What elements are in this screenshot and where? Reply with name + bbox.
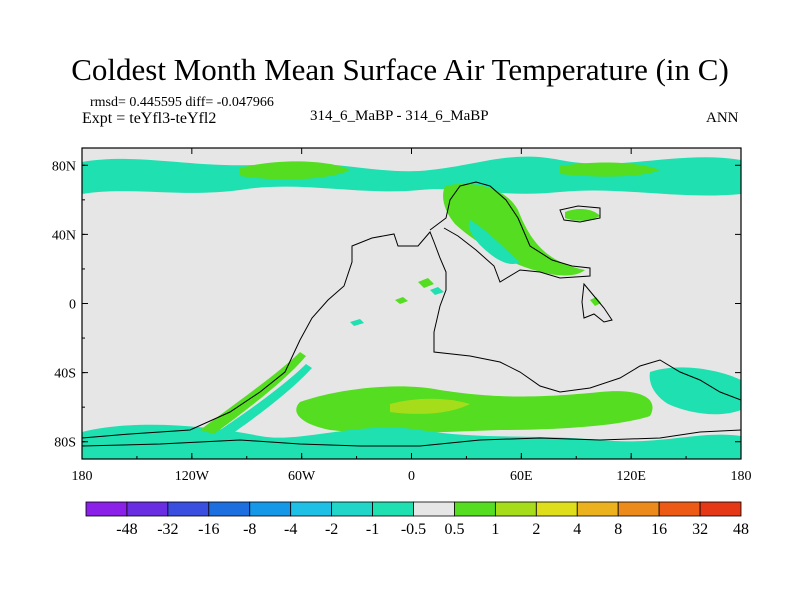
contour-fill-south-west bbox=[649, 367, 741, 415]
contour-fill-asia-cyan bbox=[468, 220, 520, 265]
contour-fill-asia bbox=[443, 183, 585, 276]
colorbar-label: 48 bbox=[733, 521, 749, 538]
x-tick-label: 180 bbox=[72, 469, 93, 484]
expt-label: Expt = teYfl3-teYfl2 bbox=[82, 110, 217, 127]
contour-fill-north-green-2 bbox=[560, 162, 660, 177]
contour-fill-patch bbox=[418, 278, 434, 288]
contour-fill-patch bbox=[430, 287, 444, 295]
colorbar-swatch bbox=[126, 501, 169, 517]
colorbar-label: -2 bbox=[325, 521, 338, 538]
right-subtitle: ANN bbox=[706, 110, 739, 126]
outline-eurasia bbox=[429, 181, 591, 283]
colorbar-swatch bbox=[658, 501, 701, 517]
colorbar-label: 16 bbox=[651, 521, 667, 538]
contour-fill-south-band bbox=[82, 424, 741, 459]
x-tick-label: 120W bbox=[175, 469, 210, 484]
colorbar-label: 8 bbox=[614, 521, 622, 538]
colorbar-label: 32 bbox=[692, 521, 708, 538]
x-tick-label: 0 bbox=[408, 469, 415, 484]
colorbar-label: -16 bbox=[198, 521, 219, 538]
outline-peninsula bbox=[581, 282, 613, 323]
x-tick-label: 180 bbox=[731, 469, 752, 484]
contour-fill-patch bbox=[590, 297, 601, 306]
colorbar-swatch bbox=[617, 501, 660, 517]
contour-fill-south-green bbox=[296, 386, 653, 434]
outline-asia-east bbox=[559, 205, 601, 223]
colorbar: -48 -32 -16 -8 -4 -2 -1 -0.5 0.5 1 2 4 8 16 32 48 bbox=[85, 501, 749, 538]
x-tick-label: 60W bbox=[288, 469, 316, 484]
colorbar-swatch bbox=[290, 501, 333, 517]
x-tick-label: 60E bbox=[510, 469, 533, 484]
colorbar-swatch bbox=[535, 501, 578, 517]
contour-fill-south-yellow bbox=[390, 398, 470, 414]
y-tick-label: 40N bbox=[52, 228, 76, 243]
colorbar-swatch bbox=[699, 501, 742, 517]
colorbar-label: 1 bbox=[491, 521, 499, 538]
axis-tick-labels: 180 120W 60W 0 60E 120E 180 80S 40S 0 40N 80N bbox=[52, 159, 752, 484]
colorbar-label: -0.5 bbox=[401, 521, 426, 538]
y-tick-label: 80S bbox=[54, 436, 76, 451]
colorbar-label: 0.5 bbox=[444, 521, 464, 538]
colorbar-swatch bbox=[372, 501, 414, 517]
colorbar-label: -4 bbox=[284, 521, 297, 538]
colorbar-label: -8 bbox=[243, 521, 256, 538]
colorbar-swatch bbox=[167, 501, 210, 517]
chart-title: Coldest Month Mean Surface Air Temperatu… bbox=[71, 52, 729, 87]
colorbar-label: 2 bbox=[532, 521, 540, 538]
y-tick-label: 40S bbox=[54, 367, 76, 382]
colorbar-swatch bbox=[208, 501, 251, 517]
contour-fill-patch bbox=[350, 319, 364, 326]
colorbar-label: -48 bbox=[116, 521, 137, 538]
rmsd-label: rmsd= 0.445595 diff= -0.047966 bbox=[90, 95, 274, 110]
colorbar-swatch bbox=[331, 501, 373, 517]
colorbar-swatch bbox=[85, 501, 128, 517]
outline-americas bbox=[82, 231, 741, 439]
center-subtitle: 314_6_MaBP - 314_6_MaBP bbox=[310, 108, 489, 124]
colorbar-label: 4 bbox=[573, 521, 581, 538]
colorbar-swatch bbox=[413, 501, 455, 517]
outline-antarctic bbox=[82, 429, 741, 447]
colorbar-swatch bbox=[454, 501, 496, 517]
colorbar-swatch bbox=[576, 501, 619, 517]
colorbar-swatch bbox=[249, 501, 292, 517]
axis-ticks bbox=[81, 148, 742, 459]
y-tick-label: 0 bbox=[69, 298, 76, 313]
continent-outlines bbox=[82, 181, 741, 447]
contour-fill-layer bbox=[82, 156, 741, 459]
contour-fill-asia-east bbox=[565, 209, 600, 221]
colorbar-swatch bbox=[494, 501, 537, 517]
y-tick-label: 80N bbox=[52, 159, 76, 174]
colorbar-label: -32 bbox=[157, 521, 178, 538]
x-tick-label: 120E bbox=[616, 469, 646, 484]
contour-fill-coastal-cyan bbox=[214, 364, 312, 438]
contour-fill-patch bbox=[395, 297, 408, 304]
contour-fill-north-green bbox=[240, 161, 350, 180]
colorbar-label: -1 bbox=[366, 521, 379, 538]
